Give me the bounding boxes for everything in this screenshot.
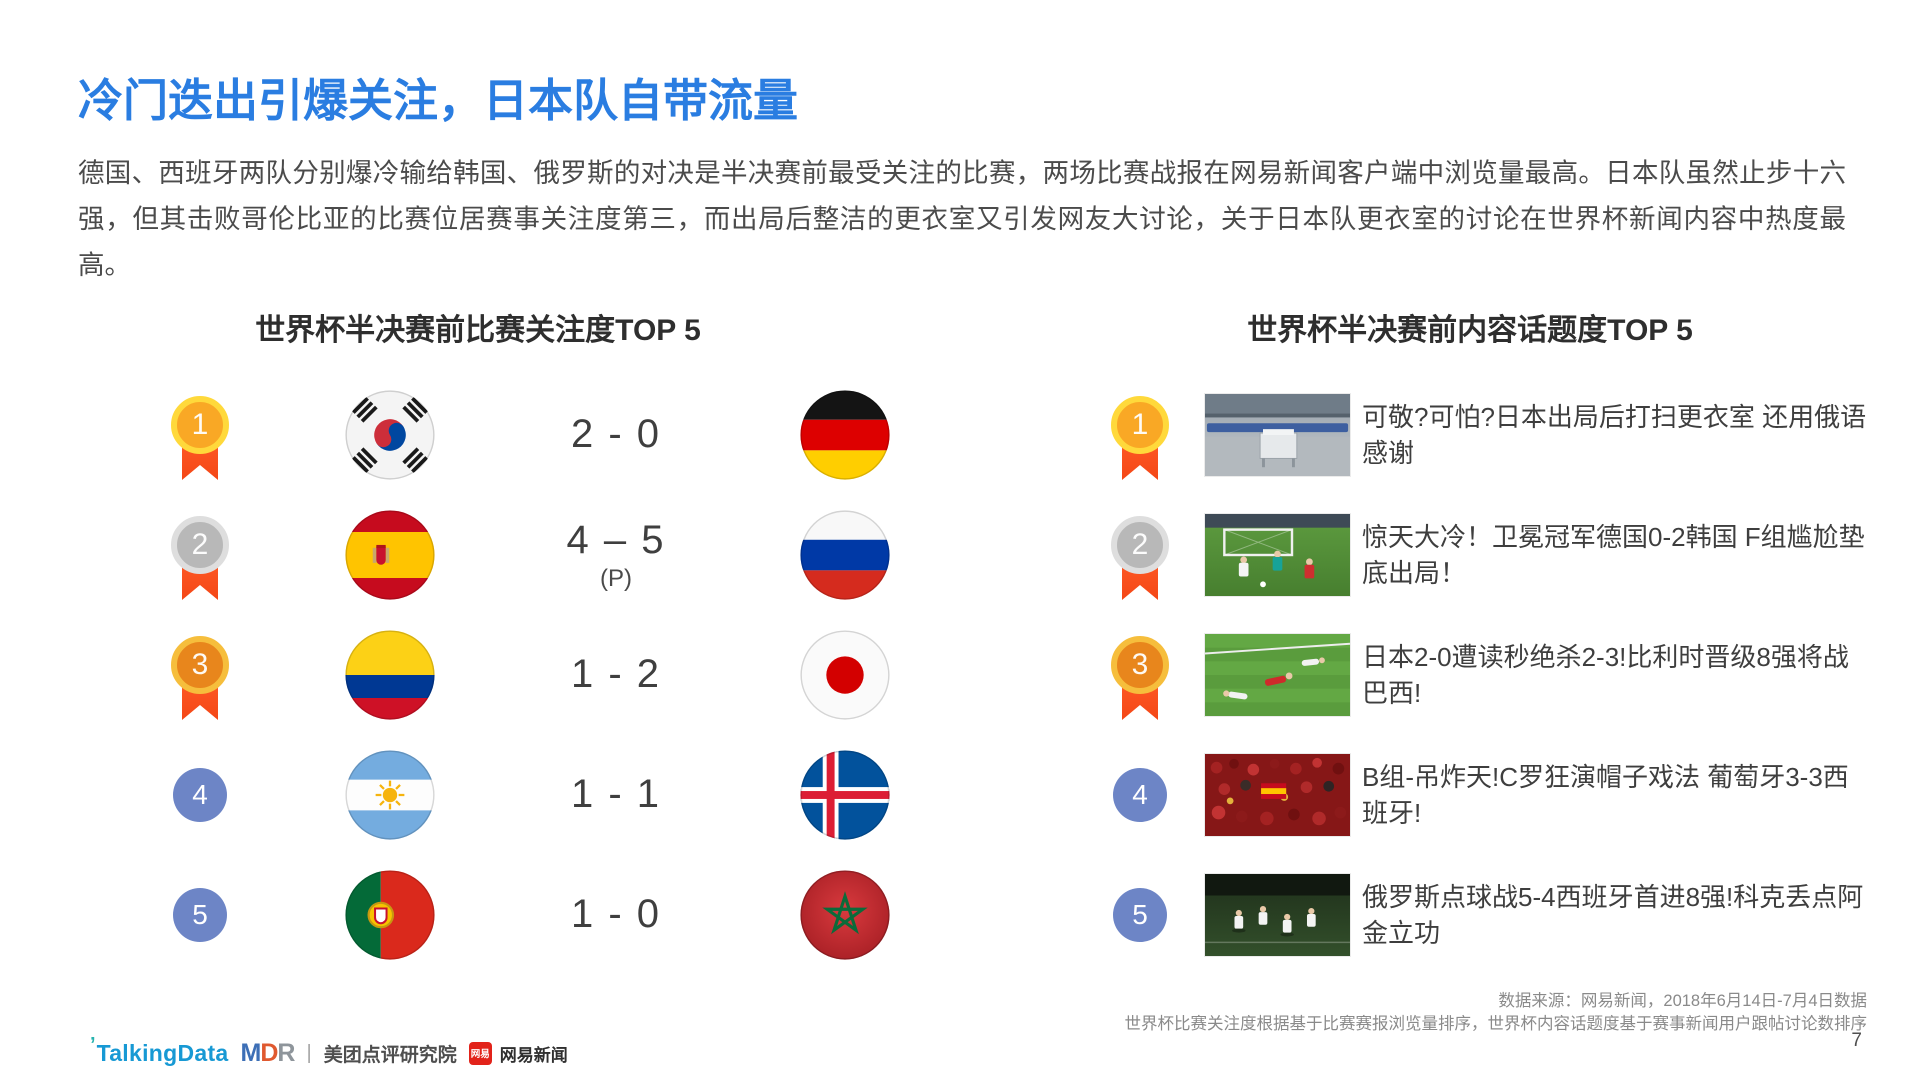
gold-medal-icon: 1 [171,396,229,492]
rank-number: 3 [1111,636,1169,694]
topic-ranking-title: 世界杯半决赛前内容话题度TOP 5 [1247,314,1693,347]
intro-paragraph: 德国、西班牙两队分别爆冷输给韩国、俄罗斯的对决是半决赛前最受关注的比赛，两场比赛… [78,158,1846,280]
logo-separator: | [306,1041,312,1064]
silver-medal-icon: 2 [1111,516,1169,612]
bronze-medal-icon: 3 [1111,636,1169,732]
rank-number: 1 [1111,396,1169,454]
score-cell: 1 - 1 [516,735,716,855]
talkingdata-wordmark: TalkingData [96,1039,229,1066]
score-cell: 2 - 0 [516,375,716,495]
bronze-medal-icon: 3 [171,636,229,732]
topic-headline: 俄罗斯点球战5-4西班牙首进8强!科克丢点阿金立功 [1362,882,1864,948]
japan-belgium-match-photo [1204,633,1351,717]
topic-headline: 日本2-0遭读秒绝杀2-3!比利时晋级8强将战巴西! [1362,642,1849,708]
penalty-note: (P) [600,564,632,592]
spain-flag-icon [345,510,435,600]
match-row: 3 1 - 2 [78,615,908,735]
talkingdata-logo: ’ TalkingData [90,1033,229,1067]
japan-flag-icon [800,630,890,720]
topic-headline: 惊天大冷！卫冕冠军德国0-2韩国 F组尴尬垫底出局！ [1362,522,1865,588]
rank-number: 2 [1111,516,1169,574]
data-source-note: 数据来源：网易新闻，2018年6月14日-7月4日数据 世界杯比赛关注度根据基于… [1125,990,1868,1036]
match-row: 2 4 – 5 (P) [78,495,908,615]
footer-logos: ’ TalkingData MDR | 美团点评研究院 网易 网易新闻 [90,1033,568,1067]
score: 1 - 1 [570,771,662,816]
source-line-1: 数据来源：网易新闻，2018年6月14日-7月4日数据 [1498,992,1867,1010]
score-cell: 1 - 2 [516,615,716,735]
talkingdata-leaf-icon: ’ [90,1033,96,1056]
topic-headline: B组-吊炸天!C罗狂演帽子戏法 葡萄牙3-3西班牙! [1362,762,1849,828]
score-cell: 1 - 0 [516,855,716,975]
match-ranking-title: 世界杯半决赛前比赛关注度TOP 5 [255,314,701,347]
score: 2 - 0 [570,411,662,456]
portugal-spain-fans-photo [1204,753,1351,837]
iceland-flag-icon [800,750,890,840]
source-line-2: 世界杯比赛关注度根据基于比赛赛报浏览量排序，世界杯内容话题度基于赛事新闻用户跟帖… [1124,1015,1868,1033]
mdr-logo: MDR [240,1038,296,1067]
colombia-flag-icon [345,630,435,720]
page-number: 7 [1851,1030,1862,1051]
rank-circle: 4 [1113,768,1167,822]
netease-news-wordmark: 网易新闻 [499,1045,568,1065]
topic-row: 2 惊天大冷！卫冕冠军德国0-2韩国 F组尴尬垫底出局！ [1100,495,1890,615]
rank-circle: 4 [173,768,227,822]
match-row: 1 2 - 0 [78,375,908,495]
russia-flag-icon [800,510,890,600]
topic-headline: 可敬?可怕?日本出局后打扫更衣室 还用俄语感谢 [1362,402,1867,468]
portugal-flag-icon [345,870,435,960]
rank-circle: 5 [173,888,227,942]
score: 1 - 2 [570,651,662,696]
topic-row: 4 B组-吊炸天!C罗狂演帽子戏法 葡萄牙3-3西班牙! [1100,735,1890,855]
rank-circle: 5 [1113,888,1167,942]
rank-number: 1 [171,396,229,454]
germany-korea-match-photo [1204,513,1351,597]
topic-row: 1 可敬?可怕?日本出局后打扫更衣室 还用俄语感谢 [1100,375,1890,495]
topic-row: 5 俄罗斯点球战5-4西班牙首进8强!科克丢点阿金立功 [1100,855,1890,975]
gold-medal-icon: 1 [1111,396,1169,492]
meituan-dianping-institute-logo: 美团点评研究院 [323,1044,457,1066]
morocco-flag-icon [800,870,890,960]
topic-row: 3 日本2-0遭读秒绝杀2-3!比利时晋级8强将战巴西! [1100,615,1890,735]
locker-room-photo [1204,393,1351,477]
match-row: 4 1 - 1 [78,735,908,855]
score: 1 - 0 [570,891,662,936]
rank-number: 3 [171,636,229,694]
netease-badge-icon: 网易 [468,1041,492,1065]
page-title: 冷门迭出引爆关注，日本队自带流量 [78,75,799,126]
south-korea-flag-icon [345,390,435,480]
argentina-flag-icon [345,750,435,840]
russia-spain-match-photo [1204,873,1351,957]
rank-number: 2 [171,516,229,574]
score-cell: 4 – 5 (P) [516,495,716,615]
score: 4 – 5 [566,517,666,562]
match-row: 5 1 - 0 [78,855,908,975]
germany-flag-icon [800,390,890,480]
silver-medal-icon: 2 [171,516,229,612]
